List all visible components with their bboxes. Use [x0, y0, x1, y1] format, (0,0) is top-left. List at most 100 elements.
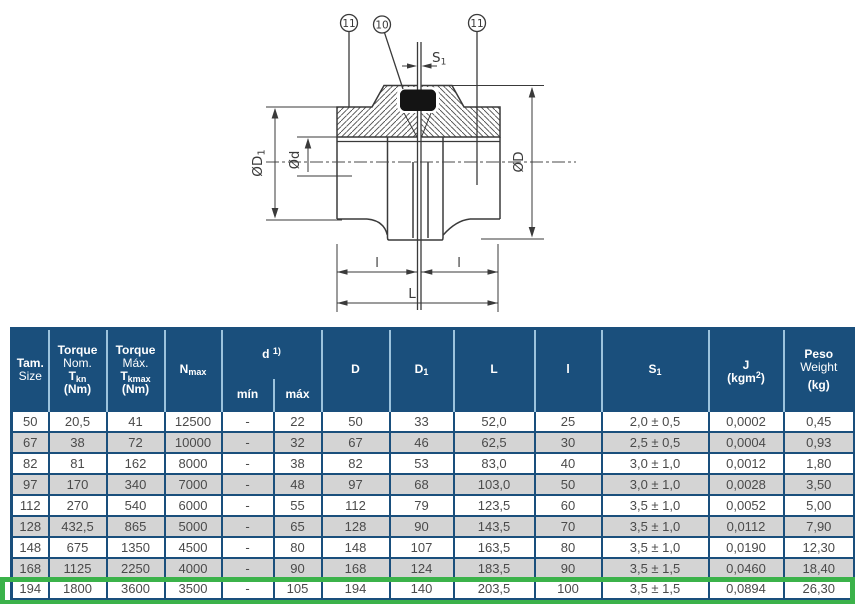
table-body: 50 20,5 41 12500-22 50 33 52,0 25 2,0 ± 0,5 0,000… [10, 409, 855, 601]
cell: 123,5 [452, 493, 536, 517]
dim-d1: ØD1 [250, 106, 342, 221]
cell: 90 [272, 556, 323, 580]
cell: 6000 [163, 493, 223, 517]
svg-text:ØD: ØD [511, 151, 527, 172]
rubber-element-top [400, 89, 436, 111]
cell: 163,5 [452, 535, 536, 559]
cell: 50 [320, 409, 391, 433]
cell: 128 [320, 514, 391, 538]
table-row: 128 432,5 865 5000-65 128 90 143,5 70 3,5 ± 1,0 0… [10, 514, 855, 538]
cell: 103,0 [452, 472, 536, 496]
table-row: 112 270 540 6000-55 112 79 123,5 60 3,5 ± 1,0 0,0… [10, 493, 855, 517]
dim-d: Ød [288, 136, 352, 177]
col-header-D: D [320, 328, 390, 411]
cell: 0,0002 [707, 409, 785, 433]
cell: 183,5 [452, 556, 536, 580]
cell: 140 [388, 577, 455, 601]
cell: 40 [533, 451, 603, 475]
cell: 168 [320, 556, 391, 580]
cell: 3600 [105, 577, 166, 601]
table-header: Tam. Size Torque Nom. Tkn (Nm) Torque Má… [11, 328, 855, 411]
balloon-10: 10 [375, 19, 388, 31]
svg-text:ØD1: ØD1 [250, 149, 268, 176]
cell: 675 [47, 535, 108, 559]
hub-outline [336, 137, 501, 241]
cell: 1125 [47, 556, 108, 580]
cell: 60 [533, 493, 603, 517]
cell: 3,50 [782, 472, 855, 496]
cell: 18,40 [782, 556, 855, 580]
col-header-l: l [533, 328, 602, 411]
cell: 0,93 [782, 430, 855, 454]
cell: 7000 [163, 472, 223, 496]
cell: - [220, 493, 275, 517]
cell: 865 [105, 514, 166, 538]
table-row: 168 1125 2250 4000-90 168 124 183,5 90 3,5 ± 1,5… [10, 556, 855, 580]
cell: 0,0190 [707, 535, 785, 559]
cell: 79 [388, 493, 455, 517]
cell: 65 [272, 514, 323, 538]
cell: - [220, 451, 275, 475]
col-header-D1: D1 [388, 328, 454, 411]
cell: - [220, 514, 275, 538]
cell: 0,0028 [707, 472, 785, 496]
cell: 148 [10, 535, 50, 559]
cell: 67 [320, 430, 391, 454]
col-header-torque-max: Torque Máx. Tkmax (Nm) [105, 328, 165, 411]
cell: 97 [10, 472, 50, 496]
cell: 3500 [163, 577, 223, 601]
cell: 83,0 [452, 451, 536, 475]
cell: 50 [533, 472, 603, 496]
cell: 72 [105, 430, 166, 454]
svg-text:l: l [375, 256, 379, 271]
cell: 2,5 ± 0,5 [600, 430, 710, 454]
col-header-peso: Peso Weight (kg) [782, 328, 855, 411]
col-header-torque-nom: Torque Nom. Tkn (Nm) [47, 328, 107, 411]
cell: 3,0 ± 1,0 [600, 451, 710, 475]
cell: 80 [272, 535, 323, 559]
cell: 90 [388, 514, 455, 538]
svg-text:Ød: Ød [288, 151, 303, 169]
cell: 48 [272, 472, 323, 496]
table-row: 82 81 162 8000-38 82 53 83,0 40 3,0 ± 1,0 0,0012 1… [10, 451, 855, 475]
table-row: 50 20,5 41 12500-22 50 33 52,0 25 2,0 ± 0,5 0,000… [10, 409, 855, 433]
col-header-d-max: máx [272, 378, 322, 411]
cell: 4000 [163, 556, 223, 580]
dim-s1: S1 [402, 50, 446, 69]
cell: 53 [388, 451, 455, 475]
cell: 270 [47, 493, 108, 517]
cell: 38 [47, 430, 108, 454]
cell: 3,0 ± 1,0 [600, 472, 710, 496]
col-header-J: J (kgm2) [707, 328, 784, 411]
cell: - [220, 535, 275, 559]
gap-lines [416, 42, 422, 310]
cell: 0,0460 [707, 556, 785, 580]
cell: 20,5 [47, 409, 108, 433]
cell: - [220, 556, 275, 580]
cell: - [220, 409, 275, 433]
table-row: 97 170 340 7000-48 97 68 103,0 50 3,0 ± 1,0 0,002… [10, 472, 855, 496]
cell: 0,0012 [707, 451, 785, 475]
cell: 38 [272, 451, 323, 475]
cell: 25 [533, 409, 603, 433]
cell: 26,30 [782, 577, 855, 601]
cell: 41 [105, 409, 166, 433]
cell: - [220, 472, 275, 496]
cell: 124 [388, 556, 455, 580]
cell: 162 [105, 451, 166, 475]
cell: 81 [47, 451, 108, 475]
cell: 90 [533, 556, 603, 580]
balloon-11-left: 11 [342, 18, 355, 30]
cell: 3,5 ± 1,0 [600, 535, 710, 559]
cell: 55 [272, 493, 323, 517]
table-row: 148 675 1350 4500-80 148 107 163,5 80 3,5 ± 1,0 0… [10, 535, 855, 559]
cell: 148 [320, 535, 391, 559]
cell: 194 [10, 577, 50, 601]
cell: 0,0894 [707, 577, 785, 601]
cell: 1800 [47, 577, 108, 601]
cell: 8000 [163, 451, 223, 475]
cell: 0,45 [782, 409, 855, 433]
cell: 1,80 [782, 451, 855, 475]
cell: 70 [533, 514, 603, 538]
cell: 52,0 [452, 409, 536, 433]
